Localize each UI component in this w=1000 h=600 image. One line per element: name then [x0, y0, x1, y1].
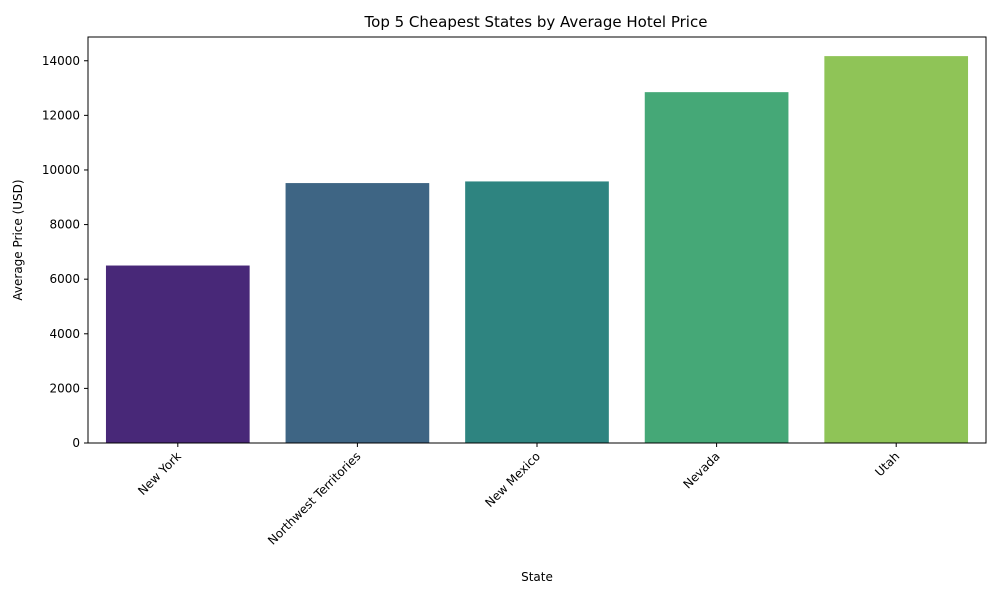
x-tick-label: Northwest Territories — [265, 449, 363, 547]
x-axis: New York Northwest Territories New Mexico N… — [135, 443, 902, 548]
bar-new-york — [105, 265, 250, 443]
y-tick-label: 14000 — [42, 54, 80, 68]
y-tick-label: 8000 — [49, 218, 80, 232]
bar-utah — [824, 56, 969, 444]
x-axis-label: State — [521, 570, 553, 584]
y-tick-label: 12000 — [42, 108, 80, 122]
x-tick-label: New York — [135, 449, 184, 498]
bar-northwest-territories — [285, 183, 430, 443]
x-tick-label: New Mexico — [482, 449, 543, 510]
y-tick-label: 2000 — [49, 381, 80, 395]
bar-nevada — [644, 92, 789, 444]
plot-frame — [87, 36, 987, 444]
y-tick-label: 10000 — [42, 163, 80, 177]
x-tick-label: Nevada — [680, 449, 722, 491]
x-tick-label: Utah — [872, 449, 902, 479]
chart-title: Top 5 Cheapest States by Average Hotel P… — [364, 13, 708, 31]
y-tick-label: 0 — [72, 436, 80, 450]
y-tick-label: 6000 — [49, 272, 80, 286]
bars-group — [105, 56, 969, 444]
y-tick-label: 4000 — [49, 327, 80, 341]
y-axis: 0 2000 4000 6000 8000 10000 12000 14000 — [42, 54, 88, 450]
y-axis-label: Average Price (USD) — [11, 179, 25, 300]
bar-new-mexico — [465, 181, 609, 443]
